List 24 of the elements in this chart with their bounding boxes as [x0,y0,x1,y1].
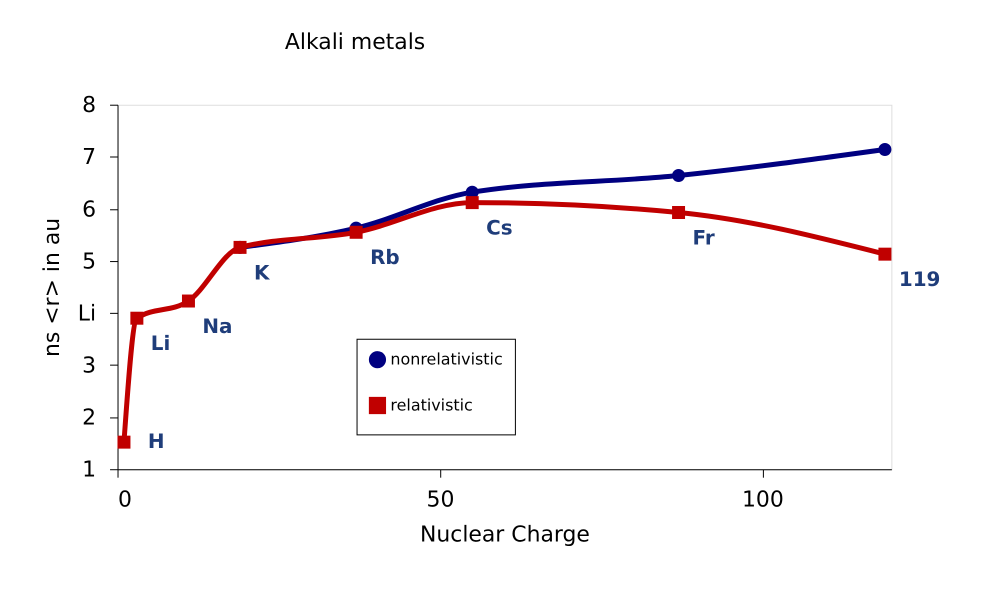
y-tick-label: 1 [82,458,96,483]
annotation: Fr [692,226,715,250]
annotation: H [148,430,165,454]
y-tick-label: 6 [82,197,96,222]
chart-title: Alkali metals [284,30,426,55]
annotation: 119 [898,268,940,292]
y-tick-label: Li [78,301,96,326]
annotation: Rb [370,246,400,270]
y-tick-label: 5 [82,249,96,274]
legend-label: nonrelativistic [390,350,503,369]
x-tick-label: 100 [742,488,784,513]
legend-label: relativistic [390,395,473,414]
annotation: Li [150,332,170,356]
y-tick-label: 2 [82,406,96,431]
y-axis-title: ns <r> in au [40,218,65,358]
x-tick-label: 0 [118,488,132,513]
annotation: Cs [486,216,513,240]
y-tick-label: 3 [82,354,96,379]
y-tick-label: 8 [82,93,96,118]
annotation: K [254,261,271,284]
y-tick-label: 7 [82,145,96,170]
annotation: Na [202,314,232,338]
x-axis-title: Nuclear Charge [420,522,590,548]
x-tick-label: 50 [426,488,454,513]
